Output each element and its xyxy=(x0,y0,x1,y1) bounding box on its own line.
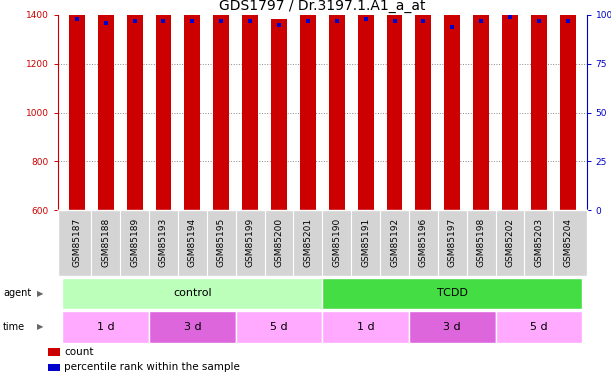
Bar xyxy=(357,0,373,210)
Text: GSM85200: GSM85200 xyxy=(274,218,284,267)
Text: GSM85198: GSM85198 xyxy=(477,218,486,267)
Text: GSM85193: GSM85193 xyxy=(159,218,168,267)
Bar xyxy=(242,0,258,210)
Bar xyxy=(149,311,236,343)
Point xyxy=(505,14,515,20)
Point xyxy=(360,16,370,22)
Point xyxy=(245,18,255,24)
Title: GDS1797 / Dr.3197.1.A1_a_at: GDS1797 / Dr.3197.1.A1_a_at xyxy=(219,0,425,13)
Bar xyxy=(69,0,85,210)
Bar xyxy=(271,19,287,210)
Text: GSM85190: GSM85190 xyxy=(332,218,341,267)
Text: GSM85203: GSM85203 xyxy=(535,218,543,267)
Text: agent: agent xyxy=(3,288,31,298)
Bar xyxy=(409,311,496,343)
Point xyxy=(419,18,428,24)
Bar xyxy=(48,364,60,371)
Point xyxy=(476,18,486,24)
Bar xyxy=(156,0,172,210)
Text: GSM85201: GSM85201 xyxy=(304,218,312,267)
Bar xyxy=(300,0,316,210)
Text: control: control xyxy=(173,288,211,298)
Bar xyxy=(62,278,323,309)
Point xyxy=(159,18,169,24)
Bar xyxy=(560,0,576,210)
Point xyxy=(534,18,544,24)
Text: GSM85194: GSM85194 xyxy=(188,218,197,267)
Bar xyxy=(329,0,345,210)
Text: time: time xyxy=(3,322,25,332)
Point xyxy=(101,20,111,26)
Point xyxy=(303,18,313,24)
Text: GSM85187: GSM85187 xyxy=(72,218,81,267)
Text: ▶: ▶ xyxy=(37,322,43,332)
Text: percentile rank within the sample: percentile rank within the sample xyxy=(64,362,240,372)
Bar xyxy=(323,311,409,343)
Text: GSM85192: GSM85192 xyxy=(390,218,399,267)
Text: 1 d: 1 d xyxy=(357,322,375,332)
Bar xyxy=(236,311,323,343)
Bar xyxy=(496,311,582,343)
Text: GSM85189: GSM85189 xyxy=(130,218,139,267)
Text: GSM85191: GSM85191 xyxy=(361,218,370,267)
Bar xyxy=(473,0,489,210)
Bar xyxy=(531,0,547,210)
Point xyxy=(563,18,573,24)
Bar xyxy=(444,15,460,210)
Text: GSM85197: GSM85197 xyxy=(448,218,457,267)
Bar xyxy=(62,311,149,343)
Point xyxy=(274,22,284,28)
Point xyxy=(130,18,139,24)
Text: 3 d: 3 d xyxy=(444,322,461,332)
Point xyxy=(447,24,457,30)
Text: GSM85204: GSM85204 xyxy=(563,218,573,267)
Point xyxy=(390,18,400,24)
Point xyxy=(216,18,226,24)
Bar xyxy=(185,0,200,210)
Text: GSM85199: GSM85199 xyxy=(246,218,255,267)
Text: GSM85202: GSM85202 xyxy=(505,218,514,267)
Bar xyxy=(323,278,582,309)
Bar xyxy=(502,0,518,210)
Point xyxy=(332,18,342,24)
Bar xyxy=(415,0,431,210)
Bar xyxy=(387,0,403,210)
Text: ▶: ▶ xyxy=(37,289,43,298)
Text: GSM85195: GSM85195 xyxy=(217,218,225,267)
Bar xyxy=(48,348,60,356)
Text: TCDD: TCDD xyxy=(437,288,467,298)
Text: GSM85196: GSM85196 xyxy=(419,218,428,267)
Point xyxy=(72,16,82,22)
Text: count: count xyxy=(64,347,94,357)
Text: 3 d: 3 d xyxy=(183,322,201,332)
Text: 5 d: 5 d xyxy=(270,322,288,332)
Text: 1 d: 1 d xyxy=(97,322,114,332)
Point xyxy=(188,18,197,24)
Bar xyxy=(126,0,142,210)
Bar xyxy=(213,0,229,210)
Text: GSM85188: GSM85188 xyxy=(101,218,110,267)
Bar xyxy=(98,2,114,210)
Text: 5 d: 5 d xyxy=(530,322,547,332)
